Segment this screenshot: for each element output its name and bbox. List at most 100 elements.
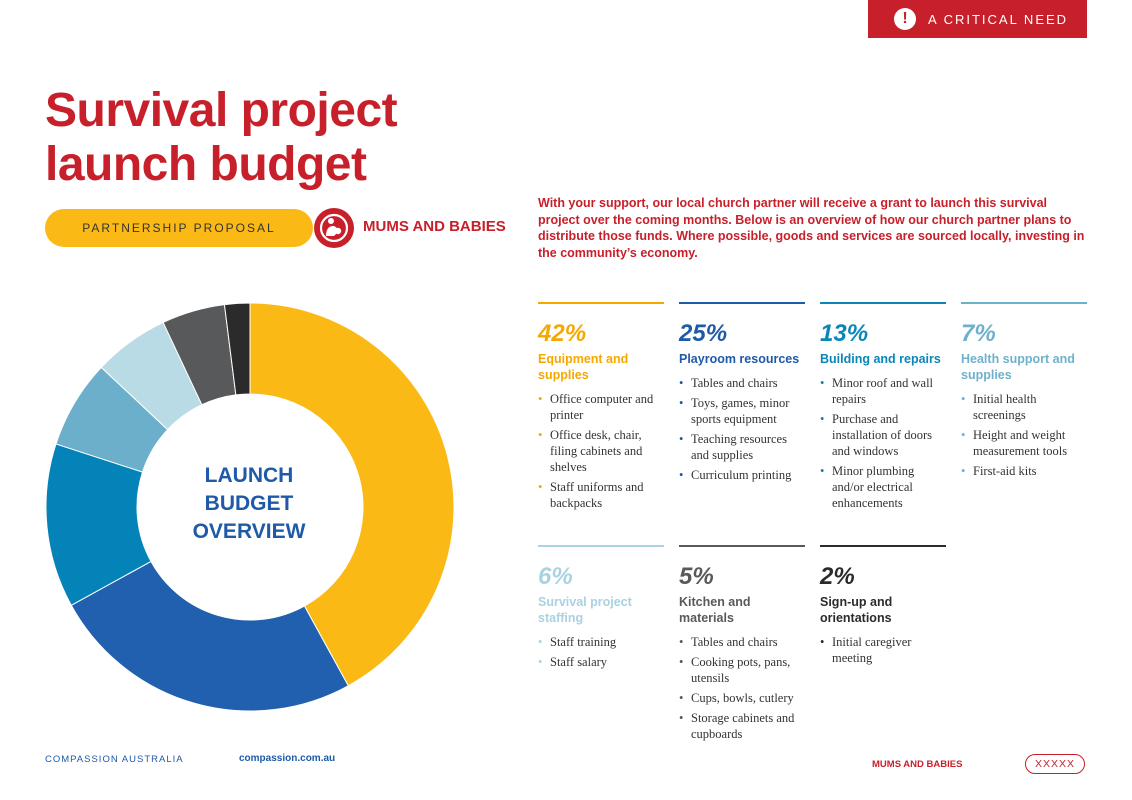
list-item-text: Minor plumbing and/or electrical enhance… (832, 464, 915, 510)
list-item: • Storage cabinets and cupboards (679, 710, 805, 742)
footer-url-link[interactable]: compassion.com.au (239, 753, 336, 764)
category-equipment: 42% Equipment and supplies • Office compute… (538, 302, 664, 515)
list-item: • Minor roof and wall repairs (820, 375, 946, 407)
footer-code: XXXXX (1034, 758, 1076, 770)
category-item-list: • Initial health screenings • Height and we… (961, 391, 1087, 479)
list-item-text: Initial health screenings (973, 392, 1037, 422)
list-item-text: Tables and chairs (691, 635, 778, 649)
donut-slice-0 (249, 302, 455, 687)
critical-need-badge: ! A CRITICAL NEED (868, 0, 1087, 38)
category-item-list: • Office computer and printer • Office desk… (538, 391, 664, 511)
category-signup: 2% Sign-up and orientations • Initial careg… (820, 545, 946, 670)
list-item-text: Staff training (550, 635, 617, 649)
list-item: • Staff salary (538, 654, 664, 670)
chart-center-line-1: LAUNCH (204, 464, 294, 487)
category-percent: 5% (679, 563, 714, 590)
bullet-icon: • (961, 464, 966, 478)
category-name: Health support and supplies (961, 352, 1075, 382)
bullet-icon: • (679, 691, 684, 705)
bullet-icon: • (820, 376, 825, 390)
footer-org: COMPASSION AUSTRALIA (45, 754, 184, 765)
list-item: • Tables and chairs (679, 375, 805, 391)
category-name: Equipment and supplies (538, 352, 629, 382)
bullet-icon: • (679, 396, 684, 410)
list-item: • Cups, bowls, cutlery (679, 690, 805, 706)
list-item-text: Curriculum printing (691, 468, 792, 482)
category-rule (961, 302, 1087, 304)
category-kitchen: 5% Kitchen and materials • Tables and chair… (679, 545, 805, 746)
category-percent: 13% (820, 320, 869, 347)
category-item-list: • Initial caregiver meeting (820, 634, 946, 666)
list-item: • Initial health screenings (961, 391, 1087, 423)
category-rule (679, 545, 805, 547)
category-rule (538, 302, 664, 304)
category-playroom: 25% Playroom resources • Tables and chairs •… (679, 302, 805, 487)
intro-text: With your support, our local church part… (538, 196, 1085, 260)
page-title: Survival project launch budget (45, 84, 525, 192)
donut-slice-6 (223, 302, 251, 396)
mother-baby-icon (314, 208, 354, 248)
donut-slice-1 (70, 560, 349, 712)
category-item-list: • Tables and chairs • Toys, games, minor sp… (679, 375, 805, 483)
badge-text: A CRITICAL NEED (928, 11, 1069, 27)
bullet-icon: • (538, 655, 543, 669)
category-item-list: • Staff training • Staff salary (538, 634, 664, 670)
category-percent: 25% (679, 320, 728, 347)
list-item-text: Office computer and printer (550, 392, 654, 422)
list-item: • Cooking pots, pans, utensils (679, 654, 805, 686)
category-percent: 42% (538, 320, 587, 347)
list-item-text: Tables and chairs (691, 376, 778, 390)
list-item: • Curriculum printing (679, 467, 805, 483)
category-percent: 2% (820, 563, 855, 590)
bullet-icon: • (679, 655, 684, 669)
category-name: Playroom resources (679, 352, 800, 366)
category-rule (679, 302, 805, 304)
bullet-icon: • (820, 464, 825, 478)
chart-center-line-2: BUDGET (204, 492, 294, 515)
alert-icon: ! (894, 8, 916, 30)
footer-code-badge: XXXXX (1025, 754, 1085, 774)
title-line-1: Survival project (45, 84, 398, 137)
list-item: • Office desk, chair, filing cabinets and… (538, 427, 664, 475)
list-item-text: First-aid kits (973, 464, 1037, 478)
category-percent: 6% (538, 563, 573, 590)
title-line-2: launch budget (45, 138, 367, 191)
footer-program: MUMS AND BABIES (872, 759, 963, 770)
bullet-icon: • (538, 480, 543, 494)
list-item: • Purchase and installation of doors and … (820, 411, 946, 459)
list-item: • Tables and chairs (679, 634, 805, 650)
list-item: • Office computer and printer (538, 391, 664, 423)
category-rule (820, 545, 946, 547)
bullet-icon: • (679, 376, 684, 390)
category-name: Sign-up and orientations (820, 595, 893, 625)
pill-label: PARTNERSHIP PROPOSAL (82, 221, 276, 235)
list-item: • Toys, games, minor sports equipment (679, 395, 805, 427)
category-name: Building and repairs (820, 352, 941, 366)
bullet-icon: • (538, 392, 543, 406)
bullet-icon: • (820, 412, 825, 426)
list-item-text: Storage cabinets and cupboards (691, 711, 795, 741)
list-item-text: Cups, bowls, cutlery (691, 691, 794, 705)
chart-center-label: LAUNCH BUDGET OVERVIEW (159, 462, 339, 546)
bullet-icon: • (538, 428, 543, 442)
category-staffing: 6% Survival project staffing • Staff traini… (538, 545, 664, 674)
bullet-icon: • (679, 635, 684, 649)
category-item-list: • Minor roof and wall repairs • Purchase an… (820, 375, 946, 511)
bullet-icon: • (961, 392, 966, 406)
bullet-icon: • (679, 432, 684, 446)
category-building: 13% Building and repairs • Minor roof and w… (820, 302, 946, 515)
list-item: • Initial caregiver meeting (820, 634, 946, 666)
list-item-text: Purchase and installation of doors and w… (832, 412, 932, 458)
partnership-proposal-pill: PARTNERSHIP PROPOSAL (45, 209, 313, 247)
category-percent: 7% (961, 320, 996, 347)
list-item-text: Initial caregiver meeting (832, 635, 912, 665)
list-item-text: Toys, games, minor sports equipment (691, 396, 790, 426)
category-item-list: • Tables and chairs • Cooking pots, pans, u… (679, 634, 805, 742)
budget-donut-chart (45, 302, 455, 712)
category-rule (538, 545, 664, 547)
list-item-text: Office desk, chair, filing cabinets and … (550, 428, 643, 474)
list-item: • Staff training (538, 634, 664, 650)
list-item-text: Height and weight measurement tools (973, 428, 1068, 458)
chart-center-line-3: OVERVIEW (192, 520, 306, 543)
category-rule (820, 302, 946, 304)
